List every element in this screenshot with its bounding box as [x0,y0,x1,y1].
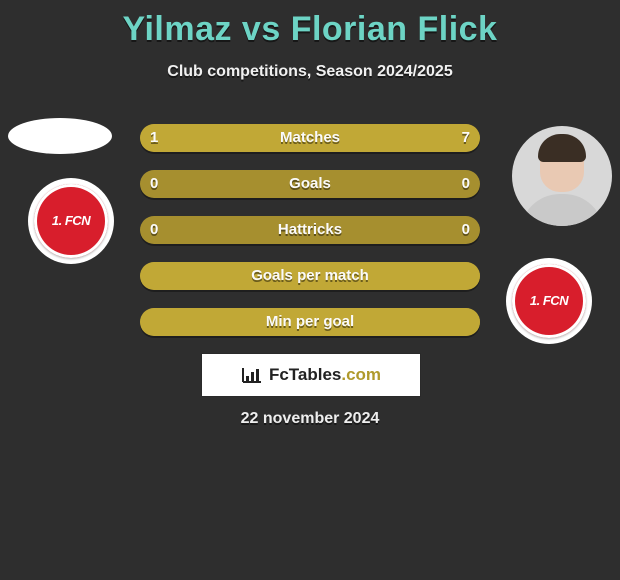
stat-label: Min per goal [140,308,480,336]
stat-bar: Min per goal [140,308,480,336]
stat-label: Matches [140,124,480,152]
stat-bar: 00Goals [140,170,480,198]
brand-name: FcTables [269,365,341,384]
stat-bar: 17Matches [140,124,480,152]
stat-bar: Goals per match [140,262,480,290]
stat-label: Hattricks [140,216,480,244]
comparison-bars: 17Matches 00Goals 00Hattricks Goals per mat… [140,124,480,354]
stat-label: Goals [140,170,480,198]
player-left-club-badge: 1. FCN [28,178,114,264]
date-stamp: 22 november 2024 [0,410,620,428]
brand-ext: .com [341,365,381,384]
stat-label: Goals per match [140,262,480,290]
club-left-label: 1. FCN [52,214,90,228]
club-right-label: 1. FCN [530,294,568,308]
chart-icon [241,366,263,384]
branding-badge: FcTables.com [202,354,420,396]
stat-bar: 00Hattricks [140,216,480,244]
branding-text: FcTables.com [269,365,381,385]
player-right-club-badge: 1. FCN [506,258,592,344]
page-subtitle: Club competitions, Season 2024/2025 [0,63,620,81]
page-title: Yilmaz vs Florian Flick [0,0,620,49]
player-right-avatar [512,126,612,226]
player-left-avatar [8,118,112,154]
